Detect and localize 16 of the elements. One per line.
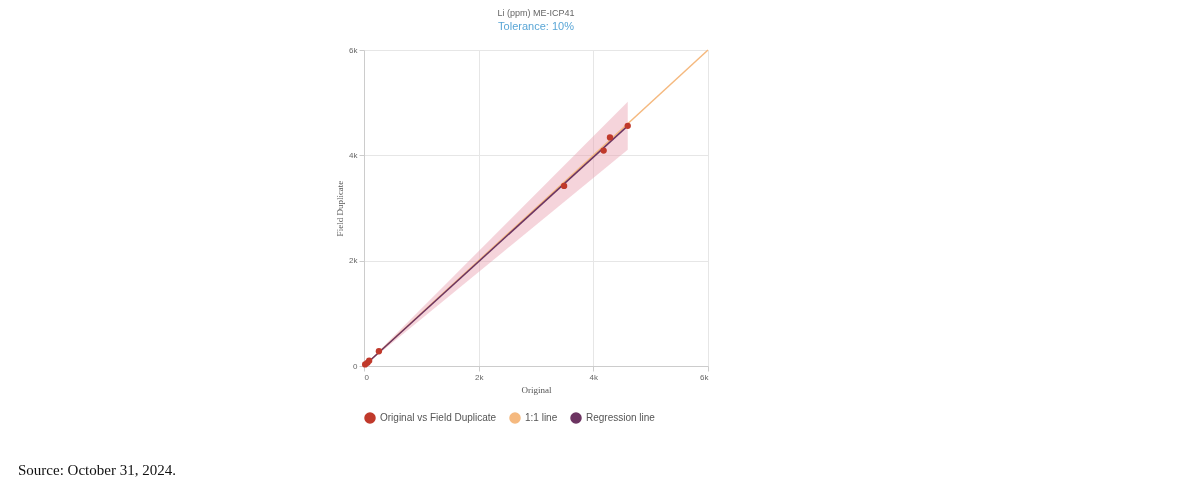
x-axis-title: Original [521, 384, 552, 395]
y-axis-title: Field Duplicate [335, 180, 346, 237]
legend-label: Regression line [586, 412, 656, 423]
chart-title: Li (ppm) ME-ICP41 [497, 8, 575, 18]
y-tick-label: 0 [353, 361, 359, 371]
x-tick-label: 6k [700, 372, 710, 382]
y-tick-label: 2k [349, 256, 359, 266]
x-tick-label: 0 [364, 372, 370, 382]
y-tick-label: 6k [349, 45, 359, 55]
legend-label: Original vs Field Duplicate [380, 412, 497, 423]
x-tick-label: 4k [589, 372, 600, 382]
legend-label: 1:1 line [525, 412, 558, 423]
chart-subtitle: Tolerance: 10% [498, 20, 575, 32]
x-tick-label: 2k [474, 372, 485, 382]
source-note: Source: October 31, 2024. [18, 462, 176, 479]
y-tick-label: 4k [349, 150, 359, 160]
